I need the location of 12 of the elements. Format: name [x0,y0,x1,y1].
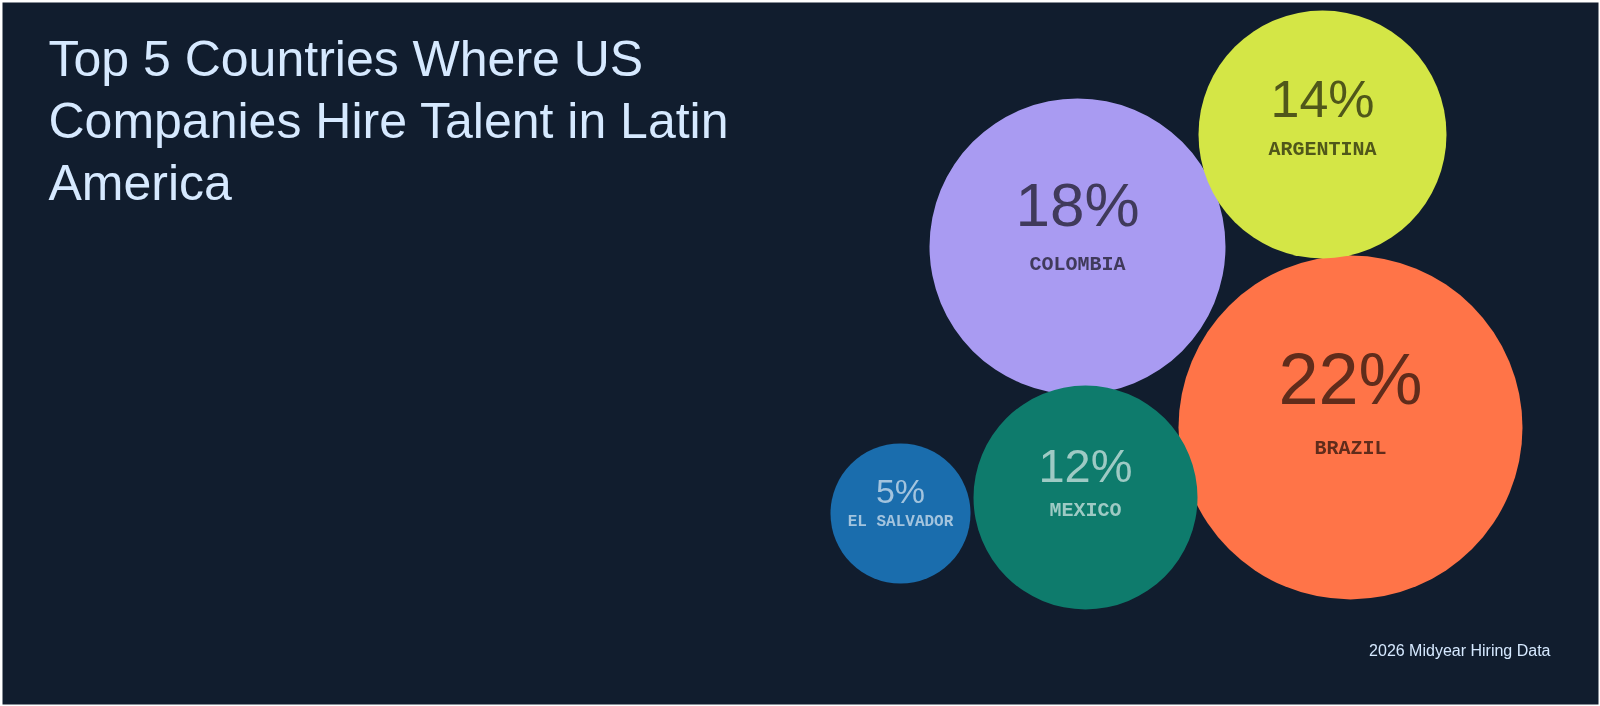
data-label: 12% [1038,438,1133,492]
category-label: MEXICO [1049,499,1122,523]
category-label: ARGENTINA [1268,137,1377,161]
text: 2026 Midyear Hiring Data [1369,642,1551,659]
category-label: EL SALVADOR [847,512,954,531]
category-label: COLOMBIA [1029,252,1126,276]
category-label: BRAZIL [1314,436,1387,460]
data-label: 14% [1270,70,1375,129]
text: Top 5 Countries Where US Companies Hire Talent in Latin America [48,30,729,211]
data-label: 22% [1278,338,1423,419]
data-label: 5% [875,472,926,510]
data-label: 18% [1015,170,1140,240]
